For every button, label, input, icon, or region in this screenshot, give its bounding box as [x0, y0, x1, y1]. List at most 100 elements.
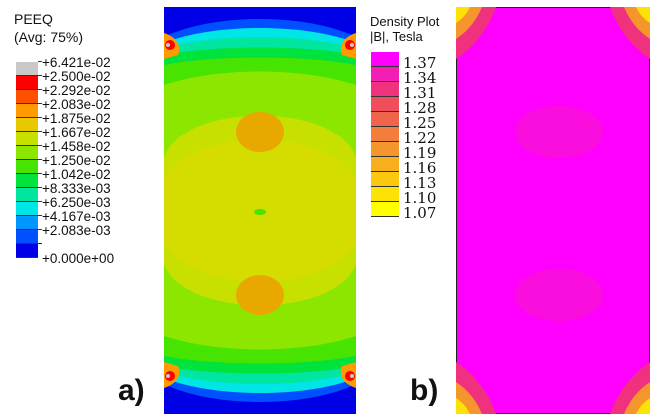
legend-label: +1.042e-02: [42, 167, 111, 182]
density-legend-row: 1.19: [371, 142, 461, 162]
legend-label: +6.250e-03: [42, 195, 111, 210]
peeq-legend-row: +1.042e-02: [16, 167, 166, 188]
legend-label: 1.07: [403, 204, 437, 222]
density-title-line2: |B|, Tesla: [370, 29, 423, 44]
legend-tick: [38, 131, 42, 132]
legend-label: 1.22: [403, 129, 437, 147]
legend-swatch: [16, 202, 38, 216]
legend-label: +2.083e-02: [42, 97, 111, 112]
legend-swatch: [16, 76, 38, 90]
legend-swatch: [371, 187, 399, 202]
density-legend-row: 1.10: [371, 187, 461, 207]
panel-label-b: b): [410, 374, 439, 407]
legend-tick: [38, 145, 42, 146]
legend-tick: [38, 173, 42, 174]
legend-swatch: [16, 160, 38, 174]
peeq-legend-row: +0.000e+00: [16, 243, 166, 266]
legend-label: +2.292e-02: [42, 83, 111, 98]
peeq-legend-row: +6.421e-02: [16, 55, 166, 76]
legend-swatch: [16, 216, 38, 230]
legend-tick: [38, 117, 42, 118]
density-legend-title: Density Plot |B|, Tesla: [370, 14, 439, 44]
legend-swatch: [371, 142, 399, 157]
legend-swatch: [371, 127, 399, 142]
density-legend-row: 1.16: [371, 157, 461, 177]
legend-label: 1.31: [403, 84, 437, 102]
peeq-legend-row: +1.458e-02: [16, 139, 166, 160]
legend-swatch: [16, 230, 38, 244]
legend-label: 1.19: [403, 144, 437, 162]
legend-label: +1.458e-02: [42, 139, 111, 154]
peeq-legend-row: +2.083e-03: [16, 223, 166, 244]
density-legend-row: 1.34: [371, 67, 461, 87]
legend-label: 1.34: [403, 69, 437, 87]
legend-tick: [38, 89, 42, 90]
legend-swatch: [371, 97, 399, 112]
legend-label: +1.667e-02: [42, 125, 111, 140]
legend-label: +4.167e-03: [42, 209, 111, 224]
legend-swatch: [16, 104, 38, 118]
density-legend-row: 1.31: [371, 82, 461, 102]
density-legend-row: 1.28: [371, 97, 461, 117]
legend-tick: [38, 61, 42, 62]
legend-swatch: [371, 67, 399, 82]
peeq-legend-row: +8.333e-03: [16, 181, 166, 202]
legend-swatch: [371, 202, 399, 217]
peeq-legend-row: +2.500e-02: [16, 69, 166, 90]
legend-swatch: [371, 52, 399, 67]
legend-swatch: [371, 172, 399, 187]
legend-tick: [38, 229, 42, 230]
density-legend-row: 1.07: [371, 202, 461, 222]
legend-label: +2.083e-03: [42, 223, 111, 238]
peeq-legend-row: +1.875e-02: [16, 111, 166, 132]
legend-label: 1.25: [403, 114, 437, 132]
legend-swatch: [16, 188, 38, 202]
density-title-line1: Density Plot: [370, 14, 440, 29]
legend-label: +1.875e-02: [42, 111, 111, 126]
legend-swatch: [371, 112, 399, 127]
peeq-legend-row: +2.292e-02: [16, 83, 166, 104]
flux-density-plot: [456, 7, 650, 414]
density-legend-row: 1.37: [371, 52, 461, 72]
peeq-legend-row: +1.667e-02: [16, 125, 166, 146]
peeq-title-line2: (Avg: 75%): [14, 29, 83, 45]
density-color-legend: 1.37 1.34 1.31 1.28 1.25 1.22 1.19 1.16 1.13 1.10…: [371, 52, 461, 222]
legend-label: +6.421e-02: [42, 55, 111, 70]
legend-tick: [38, 187, 42, 188]
panel-label-a: a): [118, 374, 145, 407]
density-legend-row: 1.13: [371, 172, 461, 192]
peeq-legend-title: PEEQ (Avg: 75%): [14, 10, 83, 46]
peeq-legend-row: +4.167e-03: [16, 209, 166, 230]
legend-label: +2.500e-02: [42, 69, 111, 84]
legend-tick: [38, 215, 42, 216]
legend-swatch: [16, 146, 38, 160]
peeq-title-line1: PEEQ: [14, 11, 53, 27]
peeq-contour-plot: [164, 7, 356, 414]
legend-swatch: [371, 157, 399, 172]
legend-label: +8.333e-03: [42, 181, 111, 196]
legend-swatch: [16, 174, 38, 188]
legend-label: +1.250e-02: [42, 153, 111, 168]
legend-tick: [38, 201, 42, 202]
legend-tick: [38, 159, 42, 160]
peeq-color-legend: +6.421e-02 +2.500e-02 +2.292e-02 +2.083e-02…: [16, 55, 166, 266]
peeq-legend-row: +2.083e-02: [16, 97, 166, 118]
density-legend-row: 1.25: [371, 112, 461, 132]
legend-label: 1.10: [403, 189, 437, 207]
legend-swatch: [16, 62, 38, 76]
density-legend-row: 1.22: [371, 127, 461, 147]
legend-tick: [38, 75, 42, 76]
legend-swatch: [371, 82, 399, 97]
legend-label: 1.16: [403, 159, 437, 177]
legend-swatch: [16, 132, 38, 146]
legend-swatch: [16, 118, 38, 132]
legend-tick: [38, 103, 42, 104]
legend-swatch: [16, 90, 38, 104]
legend-tick: [38, 243, 42, 244]
legend-label: 1.37: [403, 54, 437, 72]
legend-label: +0.000e+00: [42, 251, 115, 266]
legend-label: 1.13: [403, 174, 437, 192]
legend-swatch: [16, 244, 38, 258]
peeq-legend-row: +6.250e-03: [16, 195, 166, 216]
peeq-legend-row: +1.250e-02: [16, 153, 166, 174]
